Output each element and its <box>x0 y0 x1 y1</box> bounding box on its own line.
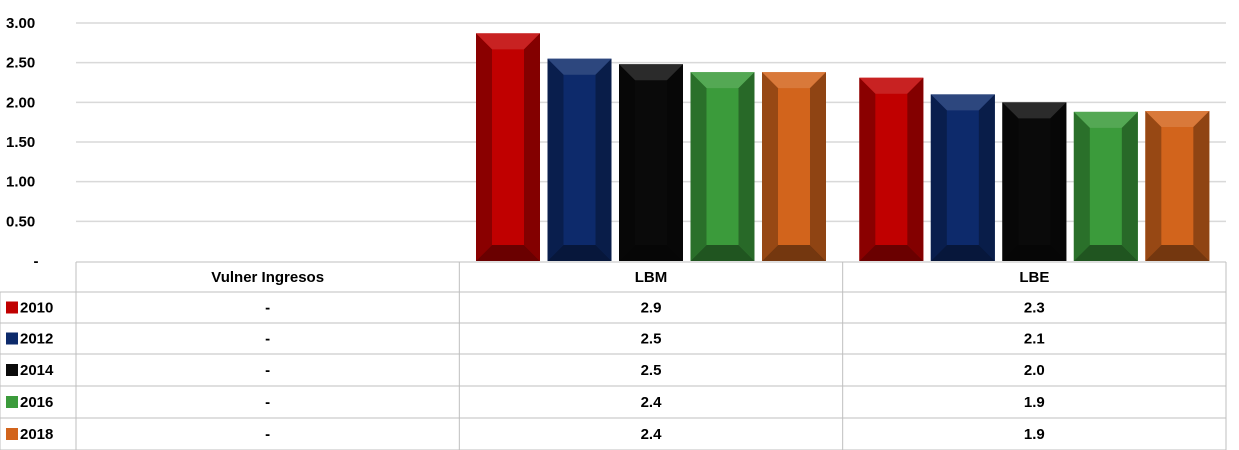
legend-swatch <box>6 428 18 440</box>
legend-swatch <box>6 396 18 408</box>
table-value: 1.9 <box>1024 394 1045 411</box>
bar <box>1073 111 1138 261</box>
table-value: 2.4 <box>641 394 663 411</box>
table-value: 2.4 <box>641 426 663 443</box>
legend-label: 2012 <box>20 331 53 348</box>
legend-label: 2016 <box>20 394 53 411</box>
bar <box>930 94 995 262</box>
bar <box>859 77 924 262</box>
category-label: LBM <box>635 269 668 286</box>
y-tick-label: 0.50 <box>6 213 35 230</box>
y-tick-label: 1.50 <box>6 134 35 151</box>
table-value: 2.5 <box>641 331 662 348</box>
bar <box>1145 111 1210 261</box>
category-label: LBE <box>1019 269 1049 286</box>
table-value: 2.0 <box>1024 362 1045 379</box>
table-value: 2.3 <box>1024 300 1045 317</box>
table-value: 2.5 <box>641 362 662 379</box>
table-value: - <box>265 394 270 411</box>
y-tick-label: 2.00 <box>6 94 35 111</box>
bar <box>1002 102 1067 261</box>
table-value: - <box>265 426 270 443</box>
bars <box>476 33 1210 262</box>
table-value: 2.1 <box>1024 331 1045 348</box>
legend-swatch <box>6 332 18 345</box>
bar <box>762 72 826 261</box>
legend-label: 2018 <box>20 426 53 443</box>
bar <box>619 64 683 262</box>
table-value: 1.9 <box>1024 426 1045 443</box>
y-tick-label: 2.50 <box>6 55 35 72</box>
category-label: Vulner Ingresos <box>211 269 324 286</box>
y-tick-label: 3.00 <box>6 15 35 32</box>
table-value: 2.9 <box>641 300 662 317</box>
table-value: - <box>265 362 270 379</box>
y-tick-label: 1.00 <box>6 174 35 191</box>
legend-swatch <box>6 301 18 314</box>
y-axis: - 0.50 1.00 1.50 2.00 2.50 3.00 <box>6 15 39 270</box>
bar <box>476 33 540 262</box>
bar <box>690 72 755 261</box>
legend-swatch <box>6 364 18 376</box>
legend-label: 2010 <box>20 300 53 317</box>
legend-label: 2014 <box>20 362 54 379</box>
bar <box>547 58 612 262</box>
table-value: - <box>265 300 270 317</box>
data-table: Vulner Ingresos LBM LBE 2010 - 2.9 2.3 2012 - 2.5… <box>0 261 1227 450</box>
y-tick-label: - <box>34 253 39 270</box>
table-value: - <box>265 331 270 348</box>
